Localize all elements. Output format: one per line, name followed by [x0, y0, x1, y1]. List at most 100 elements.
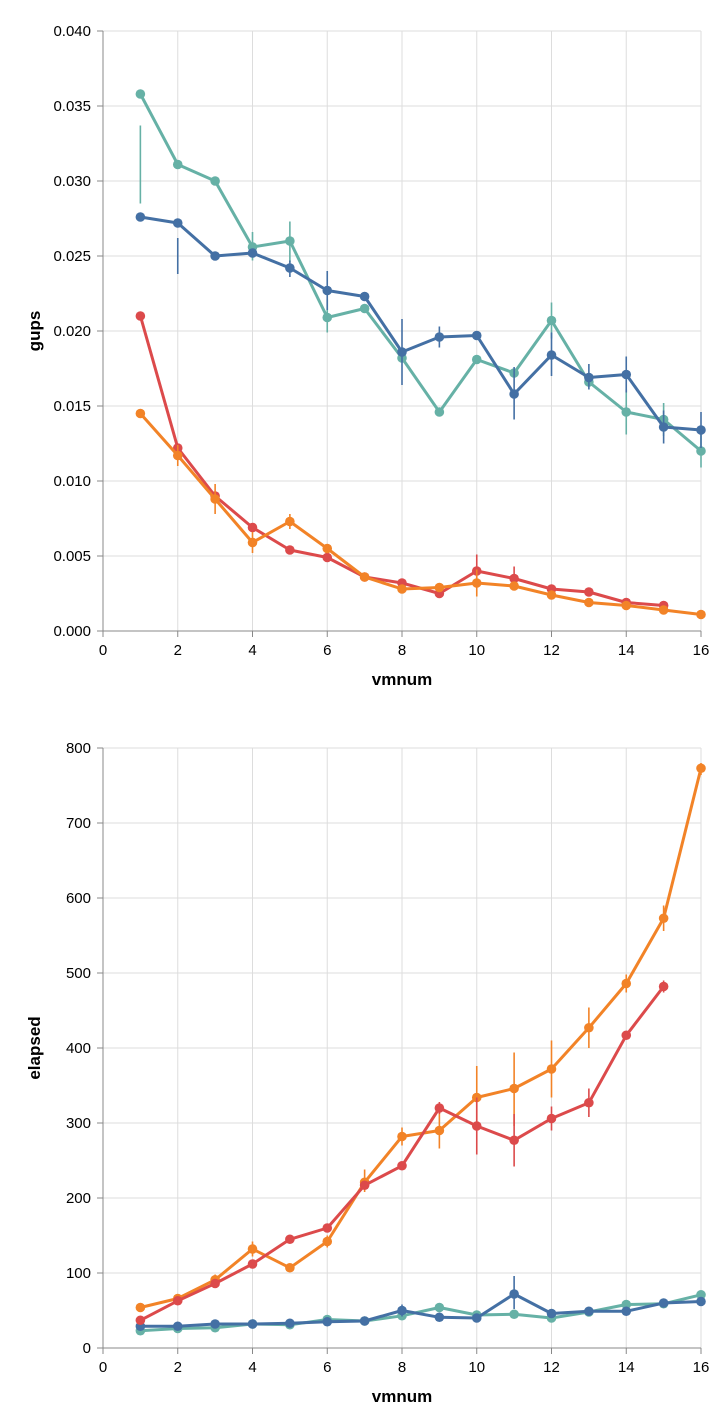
x-tick-label: 2 [174, 642, 182, 659]
data-point [696, 609, 706, 620]
data-point [322, 1223, 333, 1233]
data-point [135, 311, 146, 321]
data-point [172, 159, 183, 170]
data-point [359, 1180, 370, 1191]
data-point [322, 312, 333, 323]
y-axis-title: gups [25, 311, 44, 352]
data-point [135, 89, 146, 99]
y-tick-label: 0.020 [53, 323, 91, 340]
data-point [509, 1083, 519, 1094]
y-tick-label: 100 [66, 1265, 91, 1282]
data-point [210, 176, 220, 186]
data-point [434, 1125, 445, 1136]
x-tick-label: 16 [693, 642, 710, 659]
y-tick-label: 300 [66, 1115, 91, 1132]
x-tick-label: 12 [543, 1359, 560, 1376]
y-axis-title: elapsed [25, 1016, 44, 1079]
data-point [546, 1113, 557, 1124]
x-tick-label: 12 [543, 642, 560, 659]
data-point [584, 1306, 594, 1317]
series-line [140, 767, 703, 1309]
data-point [210, 1319, 220, 1329]
data-point [247, 1244, 258, 1254]
y-tick-label: 0.005 [53, 548, 91, 565]
data-point [247, 522, 258, 533]
data-point [397, 1305, 407, 1316]
series-red [135, 980, 669, 1326]
data-point [621, 600, 632, 611]
data-point [434, 1103, 445, 1113]
data-point [696, 446, 706, 456]
data-point [247, 248, 258, 258]
y-tick-label: 0.030 [53, 173, 91, 190]
data-point [509, 1309, 519, 1320]
y-tick-label: 700 [66, 815, 91, 832]
data-point [397, 1131, 407, 1142]
x-tick-label: 6 [323, 642, 331, 659]
data-point [285, 1262, 295, 1273]
y-tick-label: 0.015 [53, 398, 91, 415]
data-point [172, 1295, 183, 1306]
y-tick-label: 0.000 [53, 623, 91, 640]
data-point [434, 582, 445, 593]
data-point [397, 584, 407, 594]
data-point [322, 1236, 333, 1247]
data-point [359, 572, 370, 582]
x-tick-label: 2 [174, 1359, 182, 1376]
series-teal [135, 89, 706, 468]
data-point [210, 1278, 220, 1289]
data-point [621, 369, 632, 380]
data-point [546, 315, 557, 326]
data-point [172, 450, 183, 461]
data-point [658, 981, 669, 992]
data-point [434, 1312, 445, 1323]
data-point [546, 1308, 557, 1319]
elapsed-chart: 0 2 4 6 8 10 12 14 16 0 100 200 300 400 500 600 700 800 vm… [25, 740, 709, 1406]
data-point [434, 407, 445, 417]
x-tick-label: 0 [99, 1359, 107, 1376]
data-point [696, 1289, 706, 1300]
x-tick-label: 16 [693, 1359, 710, 1376]
y-tick-label: 0 [83, 1340, 91, 1357]
series-blue [135, 1276, 706, 1332]
data-point [509, 1135, 519, 1146]
data-point [696, 1296, 706, 1307]
series-line [139, 93, 702, 453]
data-point [584, 1022, 594, 1033]
data-point [247, 1259, 258, 1269]
series-blue [135, 212, 706, 448]
data-point [285, 1234, 295, 1245]
data-point [621, 407, 632, 417]
data-point [172, 1321, 183, 1332]
x-tick-label: 8 [398, 642, 406, 659]
data-point [172, 218, 183, 228]
data-point [359, 303, 370, 314]
data-point [546, 590, 557, 600]
x-tick-label: 0 [99, 642, 107, 659]
data-point [584, 372, 594, 383]
x-tick-label: 4 [248, 1359, 256, 1376]
data-point [210, 494, 220, 504]
series-line [139, 412, 702, 616]
data-point [322, 552, 333, 563]
series-orange [135, 763, 706, 1313]
y-tick-label: 0.040 [53, 23, 91, 40]
series-line [140, 215, 702, 432]
data-point [434, 1302, 445, 1313]
data-point [322, 285, 333, 296]
data-point [285, 1318, 295, 1329]
data-point [247, 537, 258, 548]
y-tick-label: 0.025 [53, 248, 91, 265]
data-point [584, 597, 594, 608]
data-point [285, 236, 295, 246]
gups-chart: 0 2 4 6 8 10 12 14 16 0.000 0.005 0.010 0.015 0.020 0.… [25, 23, 709, 689]
data-point [509, 389, 519, 399]
data-point [546, 350, 557, 360]
data-point [210, 251, 220, 261]
data-point [471, 1121, 482, 1131]
series-line [140, 1292, 702, 1328]
data-point [135, 212, 146, 222]
data-point [621, 1299, 632, 1310]
data-point [621, 1306, 632, 1317]
data-point [471, 354, 482, 365]
